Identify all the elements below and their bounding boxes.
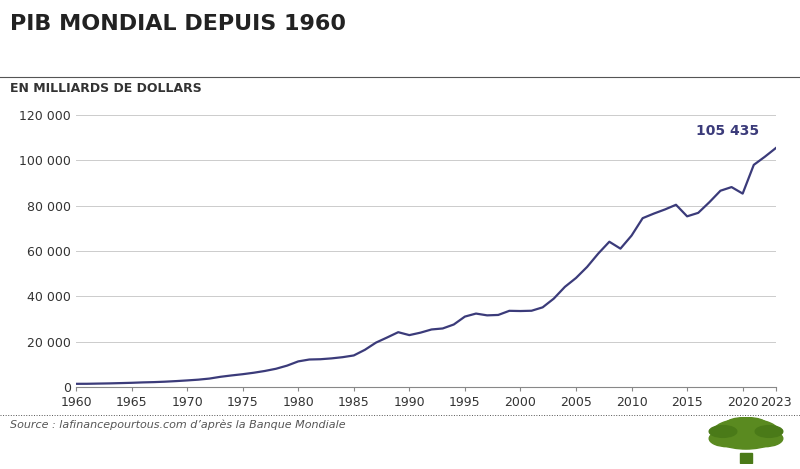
Bar — [739, 453, 753, 463]
Ellipse shape — [726, 417, 766, 431]
Ellipse shape — [755, 426, 782, 437]
Ellipse shape — [746, 431, 782, 446]
Ellipse shape — [710, 426, 737, 437]
Ellipse shape — [710, 431, 746, 446]
Text: 105 435: 105 435 — [696, 124, 759, 138]
Text: PIB MONDIAL DEPUIS 1960: PIB MONDIAL DEPUIS 1960 — [10, 14, 346, 34]
Text: EN MILLIARDS DE DOLLARS: EN MILLIARDS DE DOLLARS — [10, 82, 202, 95]
Ellipse shape — [711, 419, 781, 449]
Text: Source : lafinancepourtous.com d’après la Banque Mondiale: Source : lafinancepourtous.com d’après l… — [10, 420, 346, 430]
